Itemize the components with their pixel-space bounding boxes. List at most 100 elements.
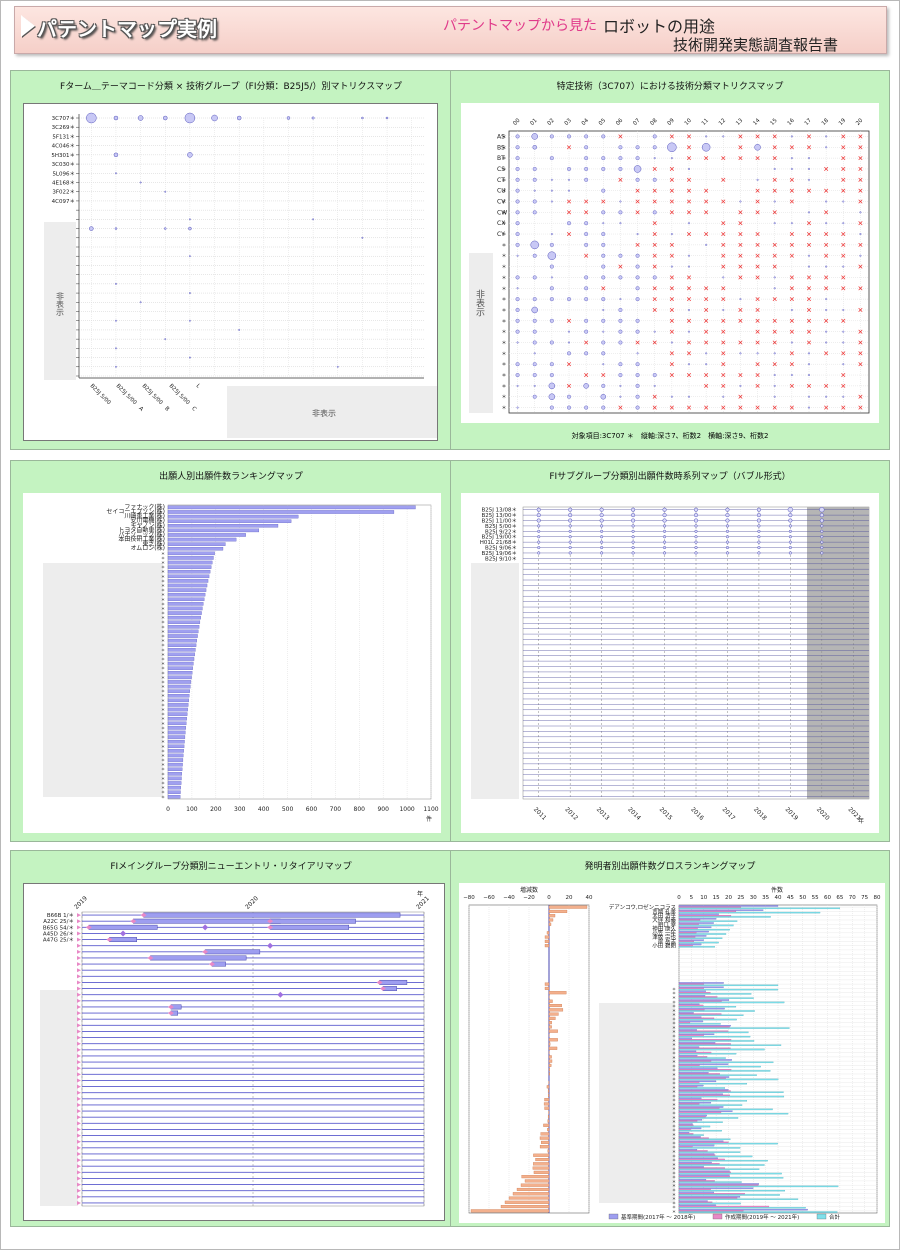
row-label: CU (497, 188, 506, 195)
name-label: ＊ (672, 1042, 676, 1047)
name-label: ＊ (672, 1004, 676, 1009)
column-label: L (195, 383, 202, 390)
bar (167, 620, 201, 624)
bar (167, 592, 206, 597)
bubble (532, 210, 537, 215)
bubble (820, 524, 824, 528)
cross-mark (721, 242, 726, 247)
chart-title-p5: FIメイングループ分類別ニューエントリ・リタイアリマップ (110, 862, 352, 872)
bubble (820, 535, 824, 539)
bubble (773, 395, 776, 398)
row-star: ＊ (501, 406, 506, 412)
row-label: A47G 25/＊ (43, 937, 74, 944)
row-label: B25J 5/00＊ (485, 523, 517, 530)
cross-mark (755, 199, 760, 204)
bar-total (678, 1087, 726, 1089)
row-marker (77, 1066, 81, 1071)
year-label: 2011 (532, 806, 548, 822)
right-tick-label: 65 (836, 895, 843, 901)
bubble (515, 297, 520, 302)
bar-total (678, 1095, 785, 1098)
bar-total (678, 1138, 731, 1141)
category-label: ＊ (161, 693, 165, 698)
row-star: ＊ (501, 384, 506, 390)
bar-base (678, 1114, 707, 1117)
bar-current (678, 1154, 716, 1156)
entry-diamond (106, 937, 113, 942)
bar (167, 514, 299, 519)
left-tick-label: −60 (483, 895, 495, 901)
bubble (825, 222, 828, 225)
bubble (757, 540, 761, 544)
cross-mark (566, 318, 572, 323)
bar-base (678, 1033, 715, 1035)
bubble (757, 524, 761, 528)
row-star: ＊ (501, 395, 506, 401)
tick-label: 400 (258, 806, 270, 813)
bubble (566, 134, 571, 139)
cross-mark (755, 275, 760, 280)
diff-bar (544, 1098, 550, 1102)
bubble (537, 529, 541, 533)
bubble (739, 384, 742, 387)
bar-total (678, 1010, 755, 1012)
bubble (693, 513, 699, 518)
entry-diamond (202, 949, 209, 955)
row-marker (77, 1029, 81, 1034)
bar-current (678, 1188, 711, 1191)
bubble (662, 513, 667, 518)
bubble (515, 177, 520, 182)
bubble (115, 319, 117, 322)
bubble (515, 307, 520, 312)
bar-current (678, 1081, 700, 1084)
cross-mark (772, 156, 777, 161)
bubble (618, 307, 623, 312)
row-label: H01L 21/68＊ (480, 539, 517, 546)
bubble (739, 298, 742, 301)
left-tick-label: −80 (463, 895, 475, 901)
category-label: ＊ (161, 574, 165, 579)
right-tick-label: 10 (700, 895, 707, 901)
bubble (536, 513, 541, 518)
bar-total (678, 1057, 726, 1059)
left-tick-label: −40 (503, 895, 515, 901)
bar-total (678, 1211, 838, 1213)
bar-base (678, 918, 717, 920)
bar-current (678, 1068, 732, 1071)
bar-total (678, 946, 715, 948)
bar-current (678, 1116, 706, 1118)
bubble (188, 218, 191, 221)
bubble (601, 166, 606, 171)
name-label: ＊ (672, 1205, 676, 1210)
cross-mark (669, 351, 674, 356)
cross-mark (824, 166, 829, 172)
row-star: ＊ (501, 167, 506, 173)
bubble (236, 115, 242, 121)
category-label: ＊ (161, 555, 165, 560)
bar-current (678, 927, 698, 930)
cross-mark (686, 275, 692, 280)
bar (167, 597, 205, 602)
cross-mark (789, 383, 794, 388)
bubble-large (530, 240, 539, 250)
bar-total (678, 1065, 761, 1068)
cross-mark (772, 134, 777, 139)
bubble (725, 524, 730, 528)
bubble (808, 211, 811, 214)
bubble (773, 287, 776, 290)
right-tick-label: 5 (690, 895, 694, 901)
right-tick-label: 55 (812, 895, 819, 901)
right-tick-label: 80 (874, 895, 881, 901)
row-marker (77, 986, 81, 991)
bubble (211, 114, 218, 122)
diff-bar (548, 1029, 558, 1033)
year-label: 2015 (658, 806, 674, 822)
panel-p5: FIメイングループ分類別ニューエントリ・リタイアリマップ 2019 2020 202… (10, 850, 452, 1227)
panel-p3: 出願人別出願件数ランキングマップ 0 100 200 300 400 500 600 700 8… (10, 460, 452, 842)
diff-bar (540, 1132, 550, 1136)
cross-mark (669, 253, 674, 258)
bubble (515, 318, 520, 323)
bubble (566, 405, 571, 410)
cross-mark (772, 177, 777, 182)
bubble (515, 145, 520, 150)
